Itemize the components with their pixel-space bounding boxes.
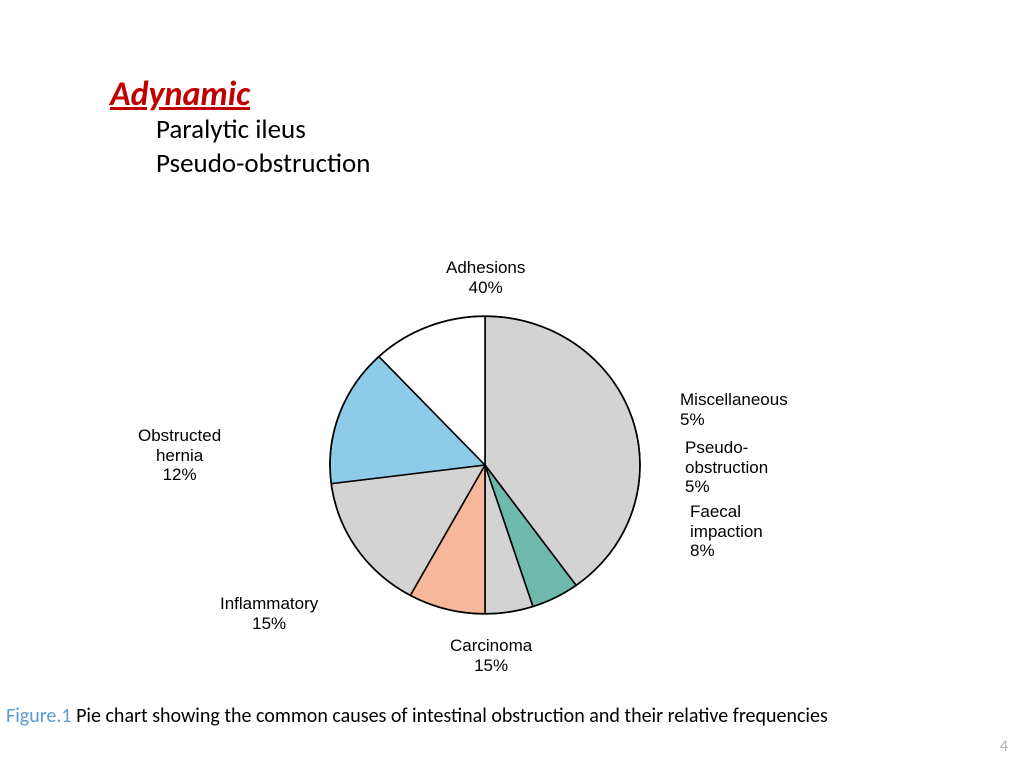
slice-label: Faecalimpaction8%: [690, 502, 763, 561]
figure-caption: Figure.1 Pie chart showing the common ca…: [6, 704, 828, 728]
subtitle-2: Pseudo-obstruction: [156, 147, 370, 181]
subtitle-1: Paralytic ileus: [156, 113, 370, 147]
page-title: Adynamic: [110, 76, 370, 113]
pie-chart: Adhesions40%Miscellaneous5%Pseudo-obstru…: [150, 280, 870, 680]
slice-label: Obstructedhernia12%: [138, 426, 221, 485]
slice-label: Adhesions40%: [446, 258, 525, 297]
page-number: 4: [1000, 737, 1008, 756]
slice-label: Miscellaneous5%: [680, 390, 788, 429]
caption-text: Pie chart showing the common causes of i…: [76, 704, 828, 728]
slice-label: Pseudo-obstruction5%: [685, 438, 768, 497]
caption-prefix: Figure.1: [6, 704, 76, 728]
header-block: Adynamic Paralytic ileus Pseudo-obstruct…: [110, 76, 370, 181]
slice-label: Inflammatory15%: [220, 594, 318, 633]
slice-label: Carcinoma15%: [450, 636, 532, 675]
